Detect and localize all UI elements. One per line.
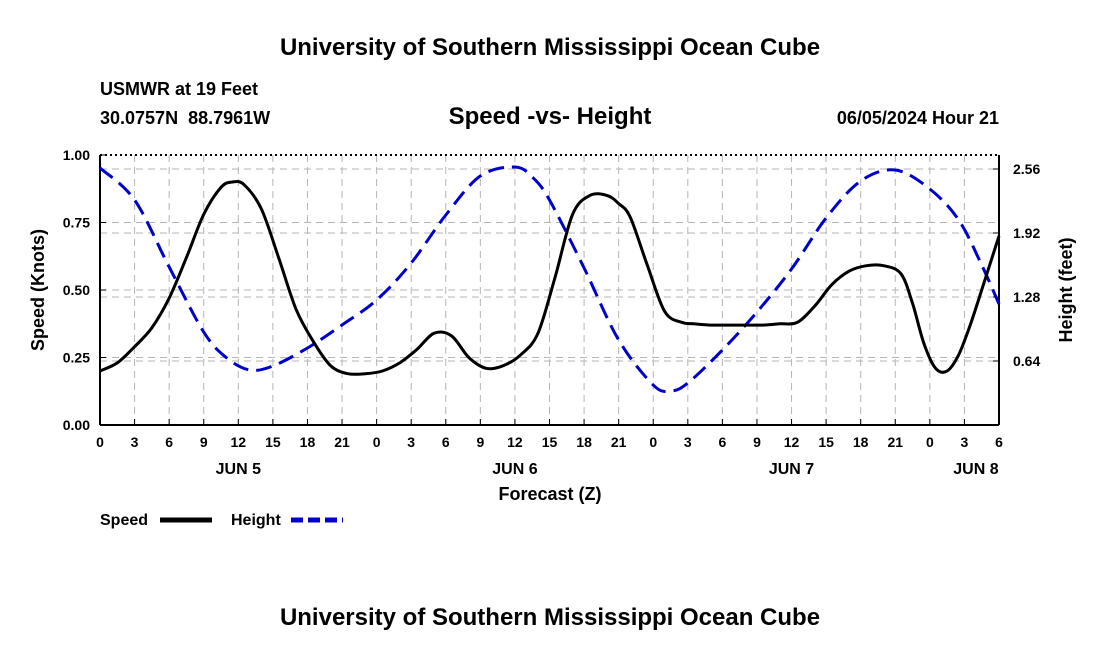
chart-subtitle: Speed -vs- Height [449, 103, 652, 130]
y2-tick-label: 0.64 [1013, 353, 1040, 369]
y-tick-label: 0.75 [63, 215, 90, 231]
x-tick-label: 6 [995, 434, 1003, 450]
legend-label-height: Height [231, 512, 281, 529]
y-tick-label: 0.00 [63, 417, 90, 433]
x-tick-label: 21 [611, 434, 627, 450]
location-label: 30.0757N 88.7961W [100, 108, 270, 128]
y2-axis-label: Height (feet) [1056, 238, 1076, 343]
legend-label-speed: Speed [100, 512, 148, 529]
x-tick-label: 15 [265, 434, 281, 450]
x-tick-label: 18 [853, 434, 869, 450]
series-line-height [98, 165, 1001, 393]
x-tick-label: 0 [649, 434, 657, 450]
day-label: JUN 5 [216, 461, 261, 478]
x-tick-label: 21 [334, 434, 350, 450]
x-tick-label: 0 [373, 434, 381, 450]
tick-labels: 0 3 6 9 12 15 18 21 0 3 6 9 12 15 18 21 0 3 6 9 12 15 18 21 0 3 6 0… [63, 147, 1041, 478]
y-tick-label: 1.00 [63, 147, 90, 163]
day-label: JUN 7 [769, 461, 814, 478]
x-tick-label: 9 [200, 434, 208, 450]
x-tick-label: 0 [96, 434, 104, 450]
x-tick-label: 3 [407, 434, 415, 450]
y2-tick-label: 1.28 [1013, 289, 1040, 305]
x-tick-label: 9 [753, 434, 761, 450]
x-axis-label: Forecast (Z) [498, 484, 601, 504]
x-tick-label: 6 [442, 434, 450, 450]
day-label: JUN 6 [492, 461, 537, 478]
x-tick-label: 12 [784, 434, 800, 450]
station-label: USMWR at 19 Feet [100, 79, 258, 99]
x-tick-label: 6 [165, 434, 173, 450]
series-layer [98, 165, 1001, 393]
x-tick-label: 3 [961, 434, 969, 450]
y-tick-label: 0.25 [63, 350, 90, 366]
grid [100, 155, 999, 425]
x-tick-label: 18 [576, 434, 592, 450]
main-title: University of Southern Mississippi Ocean… [280, 34, 820, 61]
x-tick-label: 15 [818, 434, 834, 450]
day-label: JUN 8 [953, 461, 998, 478]
x-tick-label: 3 [684, 434, 692, 450]
x-tick-label: 12 [507, 434, 523, 450]
axes [99, 154, 1000, 426]
series-line-speed [99, 179, 1001, 376]
y2-tick-label: 2.56 [1013, 161, 1040, 177]
y-tick-label: 0.50 [63, 282, 90, 298]
x-tick-label: 6 [718, 434, 726, 450]
datetime-label: 06/05/2024 Hour 21 [837, 108, 999, 128]
x-tick-label: 18 [300, 434, 316, 450]
x-tick-label: 0 [926, 434, 934, 450]
y2-tick-label: 1.92 [1013, 225, 1040, 241]
x-tick-label: 12 [231, 434, 247, 450]
y-axis-label: Speed (Knots) [28, 229, 48, 351]
x-tick-label: 9 [476, 434, 484, 450]
x-tick-label: 21 [887, 434, 903, 450]
x-tick-label: 15 [542, 434, 558, 450]
x-tick-label: 3 [131, 434, 139, 450]
footer-title: University of Southern Mississippi Ocean… [280, 604, 820, 631]
legend: Speed Height [100, 512, 343, 529]
